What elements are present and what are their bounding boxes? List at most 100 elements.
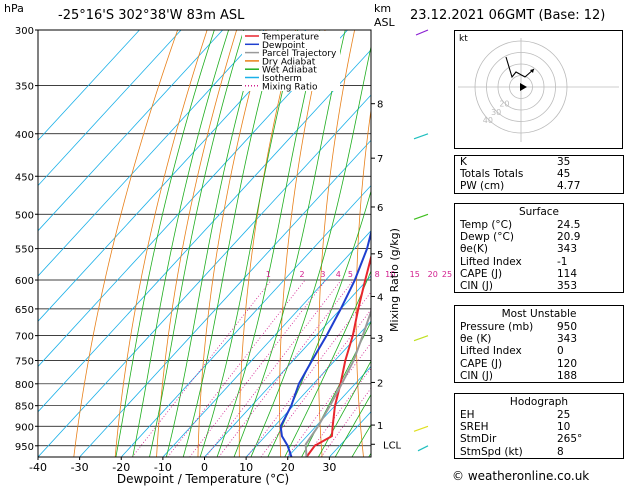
wet-adiabat-line: [115, 30, 215, 457]
most-unstable-box: Most Unstable Pressure (mb) 950 θe (K) 343 L…: [454, 305, 624, 383]
surface-value: 343: [557, 243, 578, 256]
legend-entry: Dewpoint: [262, 41, 305, 51]
isotherm-line: [38, 30, 224, 232]
index-row: Totals Totals 45: [455, 168, 623, 180]
legend-entry: Dry Adiabat: [262, 57, 316, 67]
isotherm-line: [38, 30, 140, 141]
surface-label: CAPE (J): [460, 267, 503, 280]
index-value: 45: [557, 168, 571, 181]
legend-entry: Wet Adiabat: [262, 66, 317, 76]
surface-label: θe(K): [460, 243, 488, 256]
index-row: PW (cm) 4.77: [455, 180, 623, 192]
wet-adiabat-line: [233, 30, 346, 457]
legend-entry: Isotherm: [262, 74, 302, 84]
hodograph-ring-label: 20: [499, 100, 509, 109]
pressure-tick-label: 700: [15, 332, 34, 343]
isotherm-line: [120, 184, 371, 457]
footer-copyright: © weatheronline.co.uk: [452, 469, 590, 483]
indices-box: K 35 Totals Totals 45 PW (cm) 4.77: [454, 155, 624, 194]
index-label: Totals Totals: [460, 168, 524, 181]
dry-adiabat-line: [238, 30, 297, 457]
isotherm-line: [287, 365, 371, 457]
km-tick-label: 1: [377, 421, 383, 432]
mixing-ratio-axis-label: Mixing Ratio (g/kg): [388, 228, 401, 332]
surface-row: Temp (°C) 24.5: [455, 219, 623, 231]
wet-adiabat-line: [334, 393, 371, 457]
most-unstable-title: Most Unstable: [501, 308, 577, 320]
x-axis-label: Dewpoint / Temperature (°C): [117, 472, 289, 486]
mixing-ratio-label: 3: [320, 270, 325, 279]
wet-adiabat-line: [165, 30, 261, 457]
pressure-tick-label: 300: [15, 26, 34, 37]
surface-label: CIN (J): [460, 279, 493, 292]
isotherm-line: [245, 320, 371, 457]
hodograph-param-row: EH 25: [455, 409, 623, 421]
hodograph-param-value: 265°: [557, 433, 583, 446]
most-unstable-label: Pressure (mb): [460, 321, 534, 333]
km-tick-label: 2: [377, 378, 383, 389]
legend-entry: Parcel Trajectory: [262, 49, 337, 59]
x-tick-label: 10: [239, 461, 253, 474]
mixing-ratio-label: 10: [385, 270, 395, 279]
isotherm-line: [38, 30, 265, 277]
isotherm-line: [38, 94, 371, 457]
wet-adiabat-line: [250, 44, 371, 457]
plot-frame: [37, 29, 372, 458]
pressure-tick-label: 950: [15, 442, 34, 453]
wind-barbs: [413, 29, 429, 452]
pressure-tick-label: 800: [15, 380, 34, 391]
x-tick-label: 0: [201, 461, 208, 474]
km-tick-label: 5: [377, 250, 383, 261]
isotherm-line: [38, 49, 371, 413]
surface-row: CAPE (J) 114: [455, 268, 623, 280]
dry-adiabat-line: [73, 30, 179, 457]
hodograph-param-value: 25: [557, 409, 571, 421]
pressure-tick-label: 550: [15, 245, 34, 256]
datetime-title: 23.12.2021 06GMT (Base: 12): [410, 8, 606, 23]
surface-value: 20.9: [557, 231, 581, 244]
hodograph-table-title: Hodograph: [509, 396, 569, 408]
most-unstable-label: CAPE (J): [460, 357, 503, 370]
isotherm-line: [79, 139, 371, 457]
most-unstable-value: 950: [557, 321, 578, 333]
x-tick-label: -40: [29, 461, 47, 474]
hodograph-param-row: StmDir 265°: [455, 433, 623, 445]
wet-adiabat-line: [149, 30, 245, 457]
km-tick-label: 7: [377, 154, 383, 165]
km-tick-label: 6: [377, 203, 383, 214]
wind-barb: [413, 133, 429, 140]
pressure-tick-label: 350: [15, 82, 34, 93]
surface-box: Surface Temp (°C) 24.5 Dewp (°C) 20.9 θe(K) 3…: [454, 203, 624, 294]
surface-value: 353: [557, 279, 578, 292]
hodograph-param-value: 8: [557, 445, 564, 458]
hodograph-arrow: [530, 69, 534, 73]
dry-adiabat-line: [428, 30, 446, 457]
isotherm-line: [38, 30, 307, 322]
x-tick-label: 30: [322, 461, 336, 474]
most-unstable-row: θe (K) 343: [455, 333, 623, 345]
wet-adiabat-line: [199, 30, 299, 457]
dry-adiabat-line: [355, 107, 371, 457]
mixing-ratio-label: 5: [348, 270, 353, 279]
most-unstable-value: 120: [557, 357, 578, 370]
pressure-tick-label: 900: [15, 422, 34, 433]
wet-adiabat-line: [284, 270, 371, 457]
most-unstable-row: Lifted Index 0: [455, 345, 623, 357]
km-tick-label: LCL: [383, 440, 402, 451]
mixing-ratio-line: [305, 367, 371, 457]
wind-barb: [413, 335, 429, 342]
most-unstable-value: 188: [557, 369, 578, 382]
isotherm-line: [38, 30, 182, 187]
hodograph-param-row: SREH 10: [455, 421, 623, 433]
dewpoint-profile: [279, 229, 371, 457]
km-unit-label: km: [374, 2, 392, 15]
dry-adiabat-line: [114, 30, 208, 457]
mixing-ratio-label: 4: [336, 270, 341, 279]
dry-adiabat-line: [156, 30, 238, 457]
hodograph-table-box: Hodograph EH 25 SREH 10 StmDir 265° StmSpd (kt…: [454, 393, 624, 459]
isotherm-line: [204, 275, 371, 457]
mixing-ratio-line: [205, 279, 342, 457]
mixing-ratio-line: [246, 291, 371, 457]
mixing-ratio-label: 25: [442, 270, 452, 279]
